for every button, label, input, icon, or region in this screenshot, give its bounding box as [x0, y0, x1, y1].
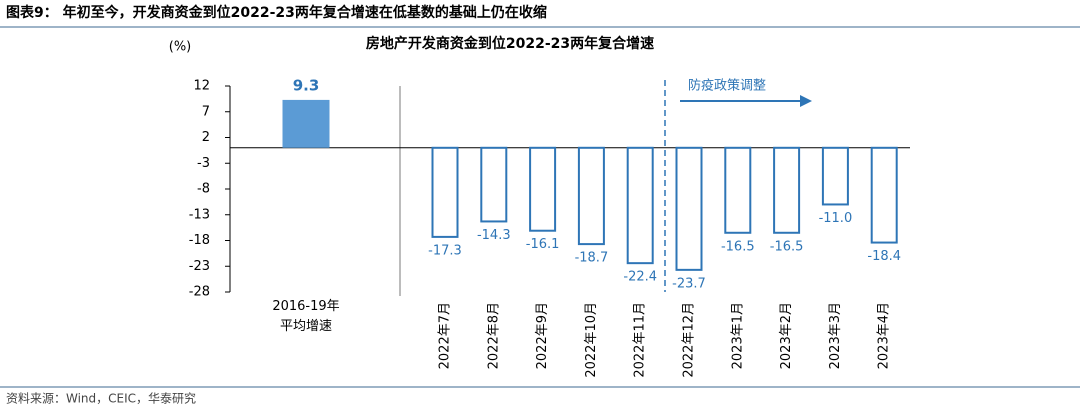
x-tick-label: 2023年4月: [877, 302, 892, 369]
value-label: -22.4: [623, 270, 657, 285]
arrow-head: [800, 95, 812, 107]
value-label: -14.3: [477, 228, 511, 243]
value-label: -18.4: [867, 249, 901, 264]
bar: [870, 146, 898, 244]
header: 图表9： 年初至今，开发商资金到位2022-23两年复合增速在低基数的基础上仍在…: [6, 4, 547, 21]
bar: [626, 146, 654, 265]
value-label: -17.3: [428, 243, 462, 258]
y-tick-label: -23: [189, 259, 210, 274]
value-label: -18.7: [575, 251, 609, 266]
y-tick-label: -18: [189, 233, 210, 248]
x-tick-label: 2022年9月: [535, 302, 550, 369]
bar: [480, 146, 508, 223]
y-tick-label: 12: [193, 79, 210, 94]
x-tick-label: 2023年2月: [779, 302, 794, 369]
y-tick-label: -13: [189, 207, 210, 222]
value-label: -23.7: [672, 276, 706, 291]
x-tick-label: 2016-19年平均增速: [272, 299, 339, 334]
value-label: -16.5: [770, 239, 804, 254]
x-tick-label: 2023年3月: [828, 302, 843, 369]
y-tick-label: -3: [197, 156, 210, 171]
x-tick-label: 2023年1月: [730, 302, 745, 369]
y-tick-label: 2: [202, 130, 210, 145]
x-tick-label: 2022年7月: [438, 302, 453, 369]
chart-title: 房地产开发商资金到位2022-23两年复合增速: [366, 35, 654, 52]
value-label: 9.3: [293, 76, 320, 94]
bar: [529, 146, 557, 232]
x-tick-label: 2022年8月: [486, 302, 501, 369]
y-axis-label: (%): [169, 40, 192, 55]
bar: [773, 146, 801, 234]
bar: [724, 146, 752, 234]
x-tick-label: 2022年11月: [633, 302, 648, 378]
source: 资料来源：Wind，CEIC，华泰研究: [6, 391, 196, 406]
bar: [675, 146, 703, 271]
bar: [282, 99, 330, 148]
y-tick-label: 7: [202, 104, 210, 119]
bar: [821, 146, 849, 206]
annotation: 防疫政策调整: [688, 78, 766, 94]
bar: [431, 146, 459, 238]
x-tick-label: 2022年10月: [584, 302, 599, 378]
bar: [577, 146, 605, 246]
value-label: -16.1: [526, 237, 560, 252]
y-tick-label: -28: [189, 285, 210, 300]
y-tick-label: -8: [197, 182, 210, 197]
x-tick-label: 2022年12月: [682, 302, 697, 378]
value-label: -16.5: [721, 239, 755, 254]
value-label: -11.0: [819, 211, 853, 226]
